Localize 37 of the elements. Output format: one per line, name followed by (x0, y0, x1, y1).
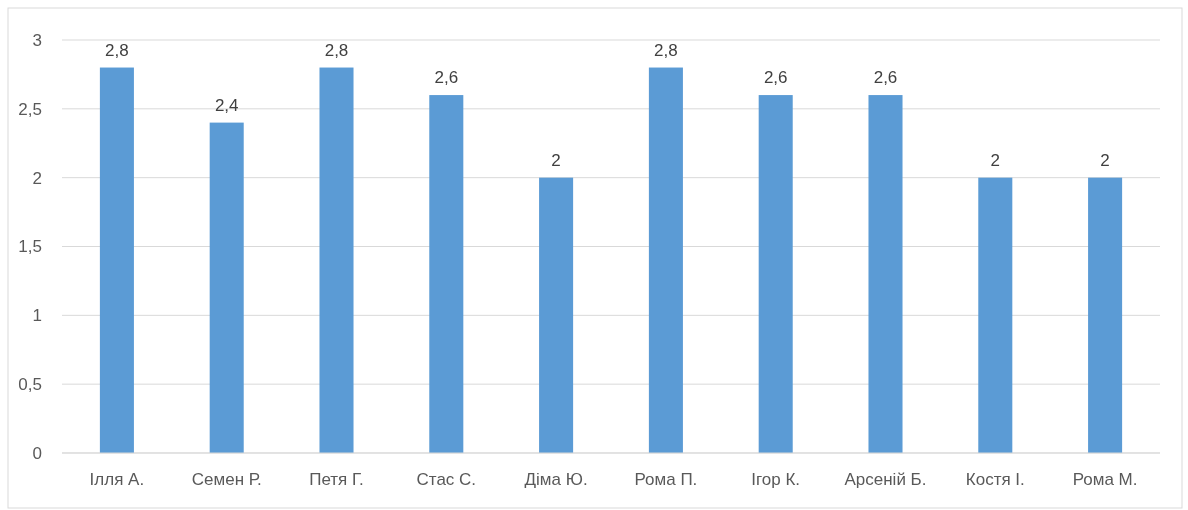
data-label: 2 (990, 150, 1001, 170)
bar (758, 95, 793, 453)
x-tick-label: Ілля А. (89, 470, 145, 489)
x-tick-label: Семен Р. (191, 470, 262, 489)
bar (978, 177, 1013, 453)
data-label: 2,8 (654, 40, 678, 60)
bar (868, 95, 903, 453)
x-tick-label: Рома П. (634, 470, 698, 489)
data-label: 2,4 (214, 95, 239, 115)
y-tick-label: 3 (32, 30, 42, 50)
data-label: 2,6 (873, 68, 898, 88)
bar (429, 95, 464, 453)
x-tick-label: Ігор К. (751, 470, 801, 489)
y-tick-label: 0 (32, 443, 42, 463)
y-tick-label: 2 (32, 168, 42, 188)
y-tick-label: 2,5 (18, 99, 42, 119)
bar (539, 177, 574, 453)
data-label: 2,8 (324, 40, 349, 60)
bar (209, 122, 244, 453)
x-tick-label: Стас С. (416, 470, 477, 489)
x-tick-label: Костя І. (965, 470, 1025, 489)
x-tick-label: Петя Г. (309, 470, 364, 489)
x-tick-label: Діма Ю. (524, 470, 588, 489)
data-label: 2 (1100, 150, 1110, 170)
data-label: 2 (551, 150, 561, 170)
data-label: 2,8 (105, 40, 129, 60)
x-tick-label: Арсеній Б. (844, 470, 927, 489)
bar (1088, 177, 1123, 453)
x-tick-label: Рома М. (1072, 470, 1138, 489)
bar (648, 67, 683, 453)
data-label: 2,6 (434, 68, 459, 88)
bar (99, 67, 134, 453)
y-tick-label: 1,5 (18, 237, 42, 257)
bar (319, 67, 354, 453)
data-label: 2,6 (763, 68, 788, 88)
y-tick-label: 1 (32, 306, 42, 326)
y-tick-label: 0,5 (18, 375, 42, 395)
